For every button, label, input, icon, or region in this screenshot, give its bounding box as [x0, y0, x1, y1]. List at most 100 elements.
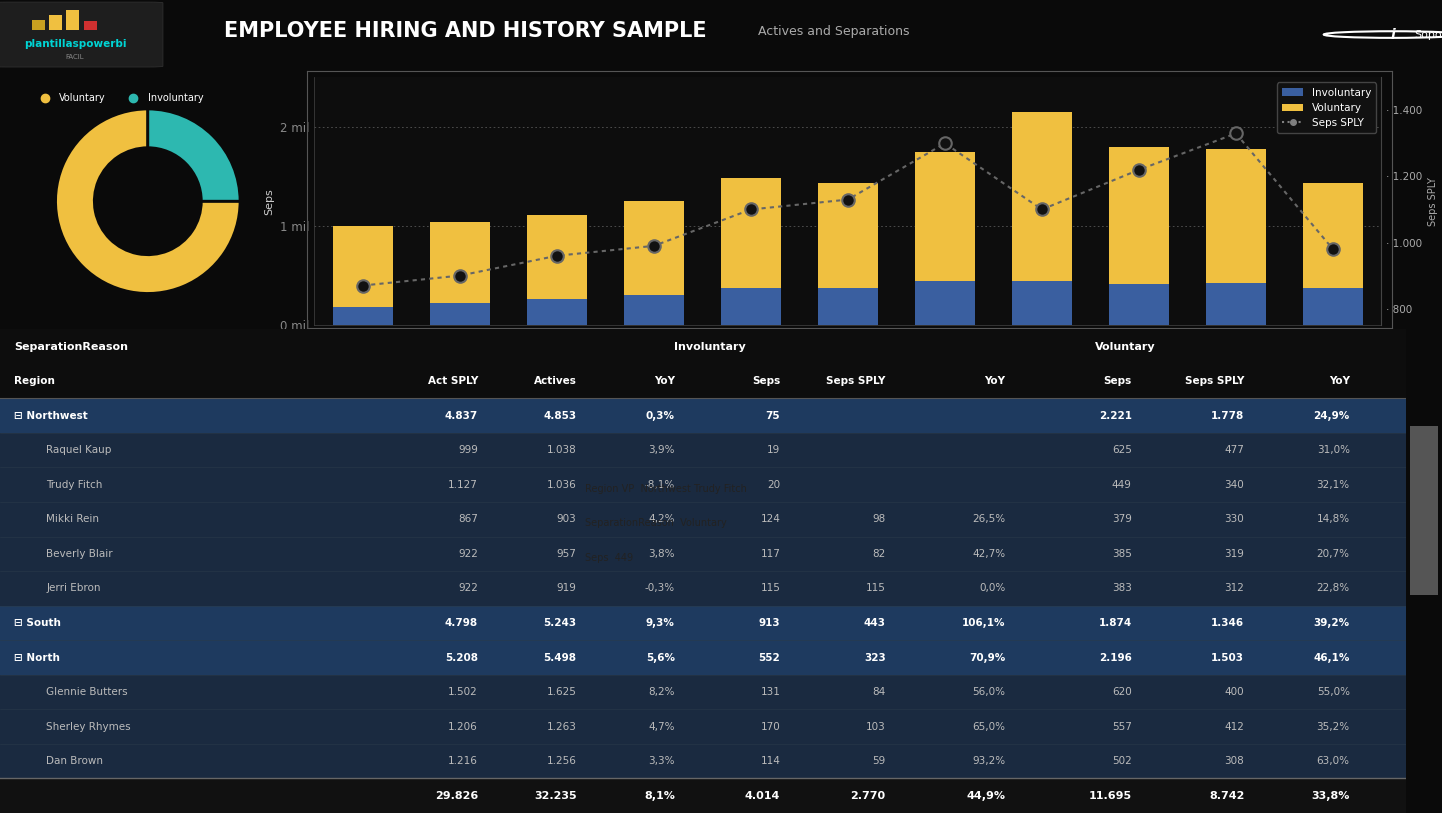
Text: 93,2%: 93,2% — [972, 756, 1005, 766]
Text: 340: 340 — [1224, 480, 1244, 489]
Text: 22,8%: 22,8% — [1317, 584, 1350, 593]
Text: 1.625: 1.625 — [547, 687, 577, 697]
Text: Act SPLY: Act SPLY — [428, 376, 479, 386]
Bar — [49, 15, 62, 30]
Text: 312: 312 — [1224, 584, 1244, 593]
Text: Soporte: Soporte — [1415, 29, 1442, 40]
Bar — [0, 467, 1406, 502]
Bar — [1206, 149, 1266, 283]
Text: 124: 124 — [760, 515, 780, 524]
Text: 55,0%: 55,0% — [1317, 687, 1350, 697]
Text: 1.874: 1.874 — [1099, 618, 1132, 628]
Text: 8,1%: 8,1% — [645, 791, 675, 801]
Text: 63,0%: 63,0% — [1317, 756, 1350, 766]
Text: 383: 383 — [1112, 584, 1132, 593]
Text: Seps: Seps — [1103, 376, 1132, 386]
Text: 3,3%: 3,3% — [649, 756, 675, 766]
Text: 24,9%: 24,9% — [1314, 411, 1350, 420]
Wedge shape — [149, 109, 239, 201]
Text: 557: 557 — [1112, 722, 1132, 732]
Legend: Involuntary, Voluntary, Seps SPLY: Involuntary, Voluntary, Seps SPLY — [1278, 82, 1376, 133]
Bar — [1109, 146, 1169, 284]
Text: YoY: YoY — [1328, 376, 1350, 386]
Text: 1.502: 1.502 — [448, 687, 479, 697]
Bar — [1012, 112, 1071, 280]
Text: 11.695: 11.695 — [1089, 791, 1132, 801]
Text: 4.837: 4.837 — [444, 411, 479, 420]
Bar — [818, 288, 878, 325]
Text: i: i — [1390, 28, 1396, 41]
Text: 1.263: 1.263 — [547, 722, 577, 732]
Text: Seps  449: Seps 449 — [585, 554, 633, 563]
Bar — [526, 215, 587, 299]
Bar — [1304, 184, 1363, 288]
Text: 131: 131 — [760, 687, 780, 697]
Text: ⊟ South: ⊟ South — [14, 618, 61, 628]
Text: 115: 115 — [760, 584, 780, 593]
Y-axis label: Seps SPLY: Seps SPLY — [1428, 176, 1438, 226]
Text: SeparationReason  Voluntary: SeparationReason Voluntary — [585, 519, 727, 528]
Text: 4,7%: 4,7% — [649, 722, 675, 732]
Bar — [0, 329, 1406, 364]
Text: 117: 117 — [760, 549, 780, 559]
Text: 0,0%: 0,0% — [979, 584, 1005, 593]
Text: Region VP  Northwest Trudy Fitch: Region VP Northwest Trudy Fitch — [585, 484, 747, 493]
Text: ⊟ Northwest: ⊟ Northwest — [14, 411, 88, 420]
Text: 82: 82 — [872, 549, 885, 559]
Text: 1.346: 1.346 — [1211, 618, 1244, 628]
Text: 922: 922 — [459, 549, 479, 559]
Wedge shape — [56, 109, 239, 293]
Bar — [624, 295, 684, 325]
Text: Voluntary: Voluntary — [59, 93, 105, 103]
Text: 115: 115 — [865, 584, 885, 593]
Text: 8.742: 8.742 — [1208, 791, 1244, 801]
Text: 552: 552 — [758, 653, 780, 663]
Text: 170: 170 — [760, 722, 780, 732]
Text: Region: Region — [14, 376, 55, 386]
Text: 1.127: 1.127 — [448, 480, 479, 489]
Text: 20: 20 — [767, 480, 780, 489]
Bar — [721, 288, 782, 325]
Text: Beverly Blair: Beverly Blair — [46, 549, 112, 559]
Text: Seps: Seps — [753, 376, 780, 386]
Text: 449: 449 — [1112, 480, 1132, 489]
Text: Voluntary: Voluntary — [1094, 341, 1155, 351]
Text: 412: 412 — [1224, 722, 1244, 732]
Bar — [721, 178, 782, 288]
Text: FACIL: FACIL — [66, 54, 84, 59]
Text: 319: 319 — [1224, 549, 1244, 559]
Bar — [1304, 288, 1363, 325]
Text: 59: 59 — [872, 756, 885, 766]
Text: EMPLOYEE HIRING AND HISTORY SAMPLE: EMPLOYEE HIRING AND HISTORY SAMPLE — [224, 21, 707, 41]
Text: 0,3%: 0,3% — [646, 411, 675, 420]
Text: 4.853: 4.853 — [544, 411, 577, 420]
Text: 4.798: 4.798 — [446, 618, 479, 628]
Text: Sherley Rhymes: Sherley Rhymes — [46, 722, 131, 732]
Text: SeparationReason: SeparationReason — [14, 341, 128, 351]
Text: 999: 999 — [459, 446, 479, 455]
Text: 33,8%: 33,8% — [1311, 791, 1350, 801]
Text: 31,0%: 31,0% — [1317, 446, 1350, 455]
Text: 625: 625 — [1112, 446, 1132, 455]
Text: Actives and Separations: Actives and Separations — [754, 24, 910, 37]
Text: Trudy Fitch: Trudy Fitch — [46, 480, 102, 489]
Bar — [914, 280, 975, 325]
Text: Involuntary: Involuntary — [149, 93, 203, 103]
Text: 4.014: 4.014 — [746, 791, 780, 801]
Bar — [0, 398, 1406, 433]
Text: 70,9%: 70,9% — [969, 653, 1005, 663]
Text: 1.778: 1.778 — [1211, 411, 1244, 420]
Bar — [624, 201, 684, 295]
Text: 1.503: 1.503 — [1211, 653, 1244, 663]
Text: YoY: YoY — [985, 376, 1005, 386]
Text: 5.208: 5.208 — [446, 653, 479, 663]
FancyBboxPatch shape — [0, 2, 163, 67]
Bar — [32, 20, 45, 30]
Text: 98: 98 — [872, 515, 885, 524]
Text: 308: 308 — [1224, 756, 1244, 766]
Bar — [0, 675, 1406, 709]
Text: ⊟ North: ⊟ North — [14, 653, 61, 663]
Bar — [0, 778, 1406, 813]
Text: 84: 84 — [872, 687, 885, 697]
Bar — [333, 226, 392, 307]
